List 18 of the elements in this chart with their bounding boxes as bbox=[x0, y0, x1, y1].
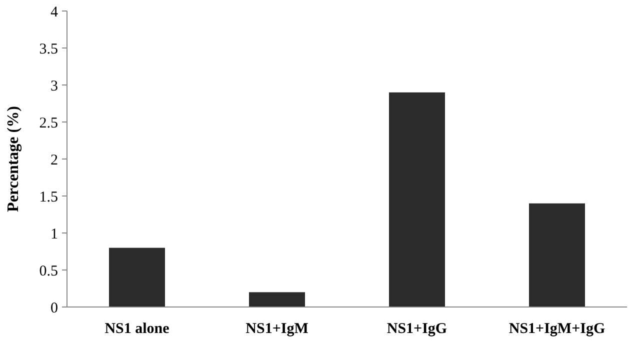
bar bbox=[109, 248, 165, 307]
x-tick-label: NS1+IgM bbox=[246, 321, 308, 337]
x-tick-label: NS1 alone bbox=[104, 321, 170, 337]
y-axis-title: Percentage (%) bbox=[5, 106, 22, 212]
y-tick-label: 0.5 bbox=[39, 263, 58, 280]
bar bbox=[529, 203, 585, 307]
y-tick-label: 2 bbox=[50, 152, 58, 168]
y-tick-label: 4 bbox=[50, 4, 58, 20]
x-tick-label: NS1+IgM+IgG bbox=[508, 321, 606, 337]
bar bbox=[389, 92, 445, 307]
y-tick-label: 2.5 bbox=[39, 115, 58, 132]
y-tick-label: 0 bbox=[50, 300, 58, 316]
y-tick-label: 1.5 bbox=[39, 189, 58, 206]
y-tick-label: 3.5 bbox=[39, 41, 58, 58]
bar bbox=[249, 292, 305, 307]
x-tick-label: NS1+IgG bbox=[386, 321, 448, 337]
y-tick-label: 1 bbox=[50, 226, 58, 242]
y-tick-label: 3 bbox=[50, 78, 58, 94]
